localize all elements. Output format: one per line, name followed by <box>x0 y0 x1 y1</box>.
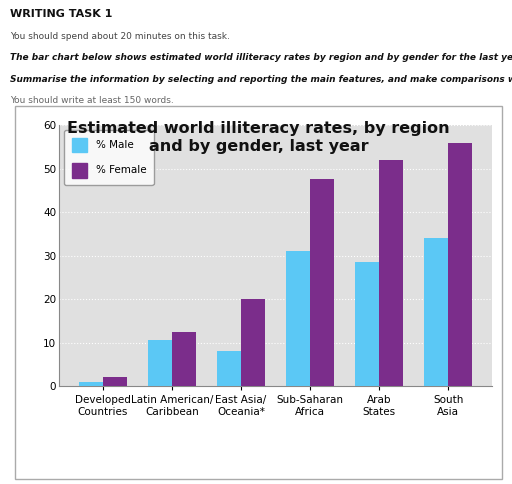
Legend: % Male, % Female: % Male, % Female <box>65 130 154 185</box>
Bar <box>424 238 448 386</box>
Text: Summarise the information by selecting and reporting the main features, and make: Summarise the information by selecting a… <box>10 75 512 84</box>
Bar <box>310 180 334 386</box>
Text: WRITING TASK 1: WRITING TASK 1 <box>10 9 113 18</box>
Bar <box>286 251 310 386</box>
Bar <box>355 262 379 386</box>
Bar <box>148 340 172 386</box>
Text: Estimated world illiteracy rates, by region
and by gender, last year: Estimated world illiteracy rates, by reg… <box>67 121 450 154</box>
Text: You should spend about 20 minutes on this task.: You should spend about 20 minutes on thi… <box>10 32 230 41</box>
Text: The bar chart below shows estimated world illiteracy rates by region and by gend: The bar chart below shows estimated worl… <box>10 53 512 62</box>
Bar <box>79 382 103 386</box>
Bar <box>241 299 265 386</box>
Bar <box>448 142 473 386</box>
Bar <box>103 378 127 386</box>
Bar <box>172 332 196 386</box>
Text: You should write at least 150 words.: You should write at least 150 words. <box>10 96 174 105</box>
Bar <box>217 351 241 386</box>
Bar <box>379 160 403 386</box>
